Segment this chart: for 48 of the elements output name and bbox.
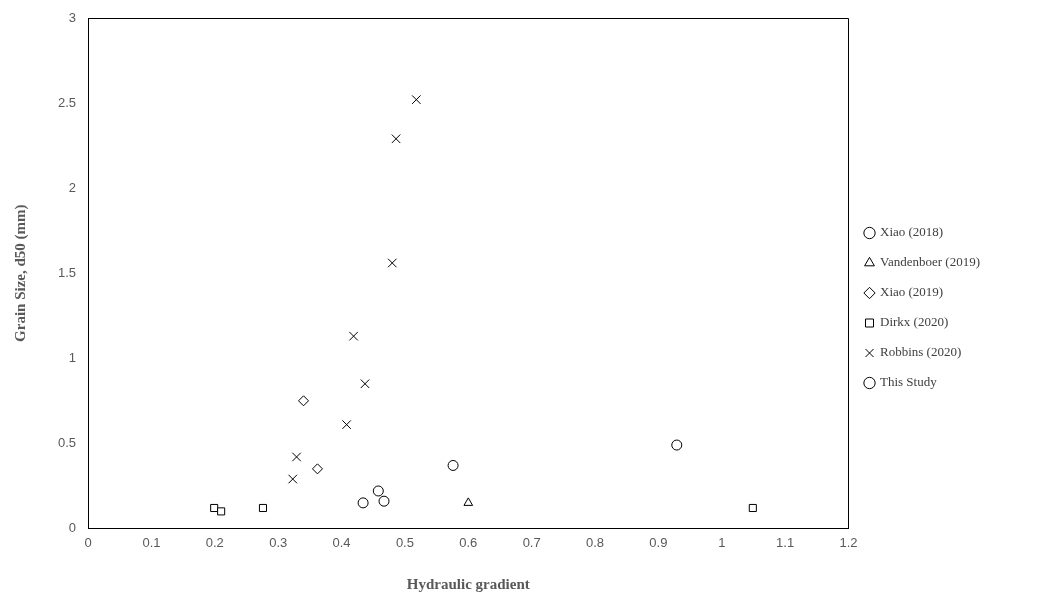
legend-label: Vandenboer (2019) — [880, 254, 981, 270]
x-tick-label: 0.7 — [522, 534, 541, 550]
x-tick-label: 1 — [718, 534, 726, 550]
point — [387, 258, 397, 268]
y-tick-label: 0.5 — [57, 434, 77, 450]
point — [411, 94, 422, 105]
x-tick-label: 0.9 — [649, 534, 668, 550]
point — [348, 331, 359, 341]
x-tick-label: 0.6 — [459, 534, 478, 550]
legend-label: Robbins (2020) — [880, 344, 962, 360]
x-tick-label: 0.5 — [395, 534, 414, 550]
x-tick-label: 0 — [84, 534, 92, 550]
point — [210, 503, 219, 513]
point — [360, 379, 370, 389]
point — [372, 485, 384, 497]
point — [357, 497, 369, 509]
legend-label: Xiao (2019) — [880, 284, 944, 300]
y-tick-label: 1.5 — [57, 264, 77, 280]
point — [671, 439, 683, 451]
x-tick-label: 0.4 — [332, 534, 351, 550]
legend-label: Dirkx (2020) — [880, 314, 949, 330]
x-tick-label: 0.8 — [585, 534, 605, 550]
point — [378, 495, 390, 507]
point — [463, 497, 474, 506]
y-tick-label: 3 — [68, 9, 77, 25]
point — [391, 134, 401, 144]
legend-label: Xiao (2018) — [880, 224, 944, 240]
point — [258, 503, 268, 513]
legend-label: This Study — [880, 374, 938, 390]
point — [341, 419, 352, 430]
y-tick-label: 1 — [68, 349, 77, 365]
y-tick-label: 2 — [68, 179, 77, 195]
x-tick-label: 0.3 — [269, 534, 288, 550]
point — [288, 474, 298, 484]
x-tick-label: 0.2 — [205, 534, 224, 550]
point — [291, 452, 302, 462]
point — [298, 395, 310, 407]
x-tick-label: 1.2 — [839, 534, 858, 550]
point — [217, 507, 226, 516]
x-tick-label: 1.1 — [776, 534, 795, 550]
point — [748, 503, 757, 513]
point — [447, 459, 459, 471]
point — [311, 463, 323, 475]
x-axis-title: Hydraulic gradient — [406, 575, 530, 592]
y-tick-label: 2.5 — [57, 94, 77, 110]
y-axis-title: Grain Size, d50 (mm) — [11, 204, 29, 342]
y-tick-label: 0 — [68, 519, 77, 535]
x-tick-label: 0.1 — [142, 534, 161, 550]
